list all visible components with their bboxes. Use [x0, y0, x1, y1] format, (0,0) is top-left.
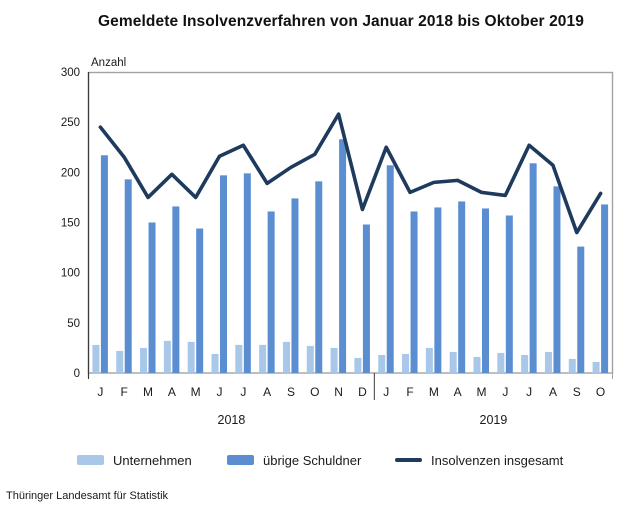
uebrige-schuldner-bar	[220, 175, 227, 373]
x-tick-label: A	[263, 385, 271, 399]
unternehmen-bar	[187, 341, 195, 373]
unternehmen-bar	[354, 357, 362, 373]
x-tick-label: J	[502, 385, 508, 399]
x-tick-label: A	[168, 385, 176, 399]
unternehmen-bar	[521, 354, 529, 373]
uebrige-schuldner-bar	[482, 208, 489, 373]
insolvenzen-insgesamt-line	[98, 112, 603, 235]
uebrige-schuldner-bar	[505, 215, 513, 373]
x-tick-label: O	[310, 385, 319, 399]
uebrige-schuldner-swatch	[227, 455, 254, 465]
x-tick-label: A	[454, 385, 462, 399]
x-tick-label: F	[121, 385, 128, 399]
unternehmen-bar	[473, 356, 481, 373]
unternehmen-bar	[92, 344, 100, 373]
y-tick-label: 300	[61, 67, 80, 79]
unternehmen-bar	[568, 358, 576, 373]
unternehmen-bar	[425, 347, 433, 373]
unternehmen-bar	[306, 345, 314, 373]
x-tick-label: J	[240, 385, 246, 399]
uebrige-schuldner-bar	[148, 222, 156, 373]
unternehmen-bar	[282, 341, 290, 373]
uebrige-schuldner-bar	[339, 139, 347, 373]
unternehmen-bar	[330, 347, 338, 373]
x-tick-label: M	[191, 385, 201, 399]
uebrige-schuldner-bar	[315, 181, 323, 373]
x-tick-label: J	[217, 385, 223, 399]
uebrige-schuldner-bar	[601, 204, 609, 373]
uebrige-schuldner-bar	[172, 206, 180, 373]
x-tick-label: M	[429, 385, 439, 399]
unternehmen-bar	[116, 350, 124, 373]
uebrige-schuldner-bar	[410, 211, 418, 373]
y-tick-label: 200	[61, 167, 80, 179]
x-tick-label: F	[406, 385, 413, 399]
x-tick-label: A	[549, 385, 557, 399]
y-tick-label: 250	[61, 117, 80, 129]
uebrige-schuldner-bar	[577, 246, 585, 373]
uebrige-schuldner-bar	[386, 165, 394, 373]
uebrige-schuldner-bar	[196, 228, 204, 373]
insolvenzen-insgesamt-swatch	[395, 458, 422, 462]
x-tick-label: M	[143, 385, 153, 399]
uebrige-schuldner-bar	[362, 224, 370, 373]
uebrige-schuldner-bar	[124, 179, 132, 373]
x-tick-label: S	[287, 385, 295, 399]
unternehmen-bar	[449, 351, 457, 373]
unternehmen-bar	[163, 340, 171, 373]
y-axis-label: Anzahl	[91, 57, 126, 69]
uebrige-schuldner-bar	[267, 211, 275, 373]
x-tick-label: S	[573, 385, 581, 399]
x-tick-label: J	[526, 385, 532, 399]
year-label: 2019	[480, 413, 508, 427]
uebrige-schuldner-bar	[529, 163, 537, 373]
uebrige-schuldner-bar	[458, 201, 466, 373]
legend-label: Insolvenzen insgesamt	[431, 452, 564, 468]
y-tick-label: 0	[74, 368, 80, 380]
x-tick-label: D	[358, 385, 367, 399]
uebrige-schuldner-bar	[553, 186, 561, 373]
unternehmen-swatch	[77, 455, 104, 465]
unternehmen-bar	[140, 347, 148, 373]
legend-item-uebrige-schuldner: übrige Schuldner	[227, 451, 361, 469]
chart-legend: Unternehmen übrige Schuldner Insolvenzen…	[0, 451, 634, 469]
x-tick-label: M	[477, 385, 487, 399]
unternehmen-bar	[378, 354, 386, 373]
legend-item-unternehmen: Unternehmen	[77, 451, 192, 469]
unternehmen-bar	[544, 351, 552, 373]
uebrige-schuldner-bar	[100, 155, 108, 373]
chart-title: Gemeldete Insolvenzverfahren von Januar …	[98, 13, 584, 30]
x-tick-label: J	[97, 385, 103, 399]
y-tick-label: 50	[67, 318, 80, 330]
unternehmen-bar	[497, 352, 505, 373]
unternehmen-bar	[402, 353, 410, 373]
x-tick-label: J	[383, 385, 389, 399]
chart-plot: Anzahl 0 50 100 150 200 250 300 J F M A M J J A S O N D J F M A…	[61, 57, 614, 427]
uebrige-schuldner-bar	[291, 198, 299, 373]
year-label: 2018	[218, 413, 246, 427]
x-tick-label: O	[596, 385, 605, 399]
legend-label: übrige Schuldner	[263, 452, 362, 468]
source-attribution: Thüringer Landesamt für Statistik	[6, 490, 169, 502]
unternehmen-bar	[592, 361, 600, 373]
x-tick-label: N	[334, 385, 343, 399]
uebrige-schuldner-bar	[243, 173, 251, 373]
y-tick-label: 100	[61, 268, 80, 280]
unternehmen-bar	[235, 344, 243, 373]
unternehmen-bar	[211, 353, 219, 373]
unternehmen-bar	[259, 344, 267, 373]
legend-item-insolvenzen-insgesamt: Insolvenzen insgesamt	[395, 451, 563, 469]
uebrige-schuldner-bar	[434, 207, 442, 373]
y-tick-label: 150	[61, 218, 80, 230]
legend-label: Unternehmen	[113, 452, 192, 468]
